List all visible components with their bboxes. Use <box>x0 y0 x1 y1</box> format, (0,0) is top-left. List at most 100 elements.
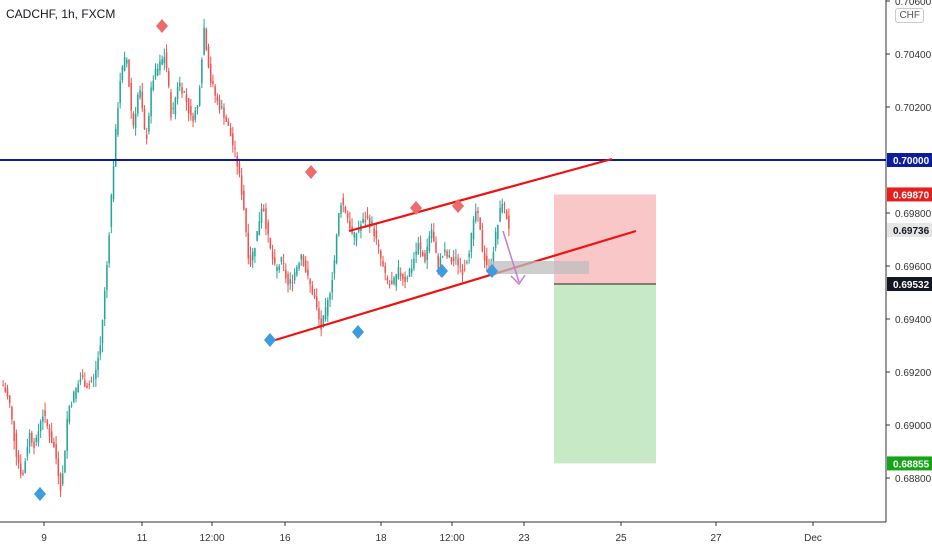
candle-body <box>399 273 402 276</box>
candle-body <box>371 221 373 224</box>
price-tick-label: 0.69400 <box>895 315 932 326</box>
currency-label[interactable]: CHF <box>895 8 924 23</box>
lower-channel-line <box>271 229 637 343</box>
candle-body <box>433 231 435 242</box>
candle-body <box>349 220 351 229</box>
candle-body <box>174 98 177 115</box>
price-badge-label: 0.68855 <box>893 459 930 470</box>
time-tick-label: 12:00 <box>439 533 464 544</box>
time-tick-label: 16 <box>279 533 291 544</box>
price-axis[interactable]: 0.70600 0.70400 0.70200 0.69800 0.69600 0.694… <box>886 0 932 485</box>
candle-body <box>183 91 185 93</box>
candle-body <box>468 253 470 258</box>
candle-body <box>103 290 106 320</box>
time-axis[interactable]: 9 11 12:00 16 18 12:00 23 25 27 Dec <box>41 522 822 544</box>
candle-body <box>137 94 139 114</box>
candle-body <box>192 115 194 122</box>
candle-body <box>304 260 307 273</box>
candle-body <box>274 257 276 264</box>
candle-body <box>61 473 64 484</box>
pivot-high-marker <box>410 201 422 215</box>
price-tick-label: 0.69600 <box>895 262 932 273</box>
candle-body <box>33 441 35 448</box>
candle-body <box>342 198 345 206</box>
candle-body <box>73 391 75 402</box>
time-tick-label: 23 <box>518 533 530 544</box>
candle-body <box>117 108 119 135</box>
candle-body <box>421 251 424 256</box>
candle-body <box>331 279 333 293</box>
candle-body <box>114 128 117 167</box>
candle-body <box>148 115 150 132</box>
price-badge <box>887 277 932 292</box>
candle-body <box>66 418 68 451</box>
candle-body <box>247 232 250 259</box>
candle-body <box>375 230 378 239</box>
candle-body <box>81 375 84 378</box>
candle-body <box>187 97 190 114</box>
candle-body <box>353 232 356 238</box>
candle-body <box>448 255 451 258</box>
candle-body <box>276 266 278 272</box>
candle-body <box>267 222 269 235</box>
candle-body <box>293 272 296 281</box>
price-tick-label: 0.68800 <box>895 474 932 485</box>
candle-body <box>311 285 314 295</box>
chart-drawings[interactable] <box>0 157 886 343</box>
candle-body <box>165 52 168 69</box>
candle-body <box>156 68 159 76</box>
candle-body <box>357 229 360 232</box>
candle-body <box>179 82 181 87</box>
pivot-high-marker <box>305 165 317 179</box>
candle-body <box>181 87 183 94</box>
candle-body <box>39 421 42 432</box>
candle-body <box>382 260 384 267</box>
candle-body <box>388 283 391 285</box>
candle-body <box>260 208 263 223</box>
trade-zones <box>554 194 656 464</box>
candle-body <box>437 255 439 269</box>
pivot-low-marker <box>486 264 498 278</box>
candle-body <box>17 455 20 463</box>
candle-body <box>444 249 446 253</box>
candle-body <box>190 106 192 116</box>
price-tick-label: 0.69000 <box>895 421 932 432</box>
candle-body <box>285 269 287 279</box>
candle-body <box>196 106 199 109</box>
candle-body <box>106 265 108 291</box>
candle-body <box>395 274 398 287</box>
candle-body <box>46 419 49 427</box>
candle-body <box>258 221 261 236</box>
candle-body <box>163 57 166 64</box>
candle-body <box>251 251 254 261</box>
candle-body <box>68 405 71 422</box>
candlesticks <box>2 18 510 498</box>
candle-body <box>59 473 62 491</box>
candle-body <box>393 277 395 285</box>
candle-body <box>463 268 466 270</box>
candle-body <box>101 320 104 344</box>
candle-body <box>366 215 369 219</box>
pivot-markers <box>34 19 498 501</box>
candle-body <box>397 267 400 279</box>
candle-body <box>265 208 267 229</box>
candle-body <box>229 128 232 137</box>
candle-body <box>472 219 475 240</box>
candle-body <box>152 80 155 91</box>
candle-body <box>377 244 380 247</box>
candle-body <box>13 421 15 441</box>
candle-body <box>240 175 243 195</box>
candle-body <box>88 384 91 386</box>
candle-body <box>139 90 141 98</box>
candle-body <box>262 208 265 212</box>
candle-body <box>501 204 504 213</box>
candle-body <box>430 229 433 239</box>
candle-body <box>167 70 170 87</box>
candle-body <box>309 279 311 285</box>
candle-body <box>86 385 88 389</box>
candle-body <box>245 208 247 232</box>
candle-body <box>97 357 99 371</box>
candle-body <box>362 218 364 223</box>
candle-body <box>338 213 340 235</box>
